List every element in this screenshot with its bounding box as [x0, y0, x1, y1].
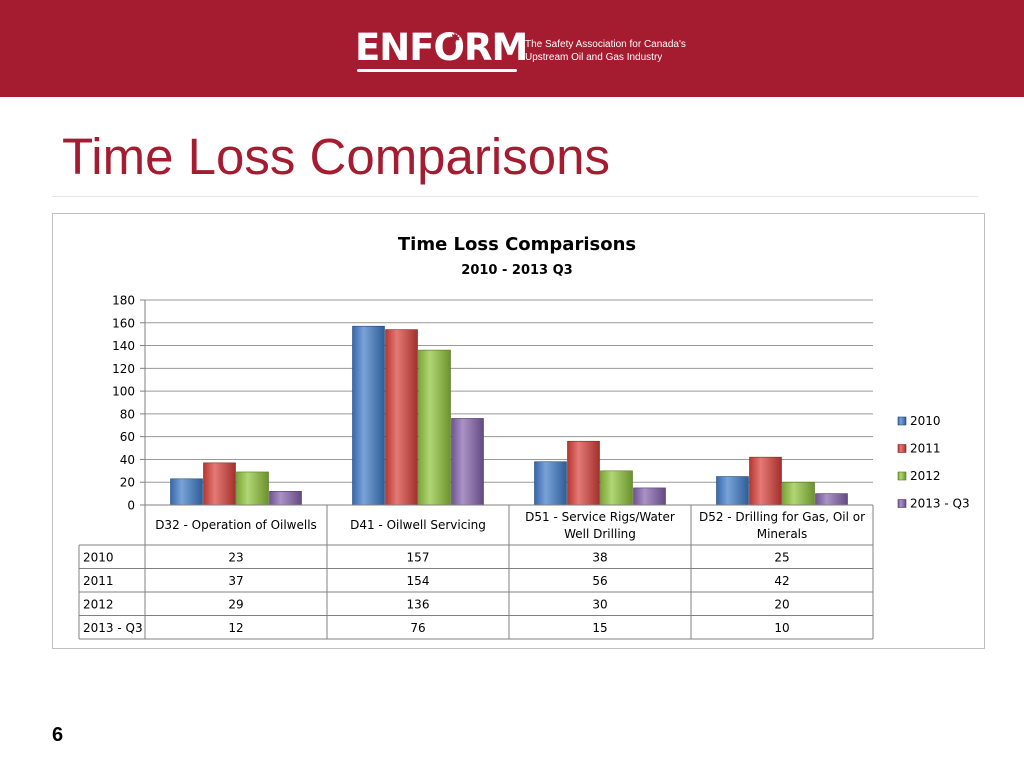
legend-swatch	[897, 444, 907, 453]
bar	[170, 478, 203, 506]
bar	[782, 481, 815, 506]
bar	[385, 329, 418, 506]
legend-label: 2012	[910, 469, 941, 483]
table-cell-value: 154	[407, 574, 430, 588]
bar	[534, 461, 567, 506]
title-divider	[52, 196, 978, 197]
table-row-header: 2011	[83, 574, 114, 588]
y-tick-label: 80	[120, 407, 135, 421]
tagline-line-1: The Safety Association for Canada's	[525, 39, 686, 50]
table-cell-value: 29	[228, 597, 243, 611]
bar-chart: Time Loss Comparisons 2010 - 2013 Q3 0 20 40…	[78, 234, 970, 640]
bar	[418, 349, 451, 506]
category-label: D32 - Operation of Oilwells	[155, 518, 317, 532]
table-cell-value: 157	[407, 550, 430, 564]
table-cell-value: 76	[410, 621, 425, 635]
category-label: D52 - Drilling for Gas, Oil or	[699, 510, 865, 524]
category-label: D51 - Service Rigs/Water	[525, 510, 675, 524]
y-tick-label: 160	[112, 316, 135, 330]
bar	[567, 440, 600, 506]
bar	[815, 493, 848, 506]
legend-label: 2010	[910, 414, 941, 428]
y-tick-label: 0	[127, 499, 135, 513]
y-tick-label: 140	[112, 339, 135, 353]
table-cell-value: 38	[592, 550, 607, 564]
category-label: Minerals	[757, 527, 808, 541]
bar	[269, 491, 302, 506]
table-row-header: 2012	[83, 597, 114, 611]
y-tick-label: 120	[112, 362, 135, 376]
table-row-header: 2013 - Q3	[83, 621, 143, 635]
y-tick-label: 20	[120, 476, 135, 490]
slide-number: 6	[52, 724, 64, 746]
table-cell-value: 15	[592, 621, 607, 635]
bar	[352, 325, 385, 506]
legend-swatch	[897, 471, 907, 481]
header-band: ENFORM The Safety Association for Canada…	[0, 0, 1024, 97]
y-tick-label: 40	[120, 453, 135, 467]
table-cell-value: 10	[774, 621, 789, 635]
table-cell-value: 30	[592, 597, 607, 611]
category-label: D41 - Oilwell Servicing	[350, 518, 486, 532]
legend-label: 2011	[910, 442, 941, 456]
table-cell-value: 23	[228, 550, 243, 564]
bar	[749, 456, 782, 506]
maple-leaf-icon	[450, 32, 460, 43]
y-tick-label: 180	[112, 294, 135, 308]
category-label: Well Drilling	[564, 527, 636, 541]
table-row-header: 2010	[83, 550, 114, 564]
logo-underline	[357, 69, 517, 72]
legend-swatch	[897, 499, 907, 508]
bar	[716, 476, 749, 506]
table-cell-value: 25	[774, 550, 789, 564]
table-cell-value: 12	[228, 621, 243, 635]
y-tick-label: 60	[120, 430, 135, 444]
table-cell-value: 136	[407, 597, 430, 611]
tagline-line-2: Upstream Oil and Gas Industry	[525, 52, 663, 63]
chart-title: Time Loss Comparisons	[398, 234, 636, 255]
bar	[451, 418, 484, 506]
chart-frame: Time Loss Comparisons 2010 - 2013 Q3 0 20 40…	[52, 213, 985, 649]
slide-title: Time Loss Comparisons	[62, 128, 610, 185]
logo-tagline: The Safety Association for Canada's Upst…	[525, 38, 695, 64]
table-cell-value: 42	[774, 574, 789, 588]
table-cell-value: 56	[592, 574, 607, 588]
bar	[633, 487, 666, 506]
legend-swatch	[897, 416, 907, 426]
table-cell-value: 37	[228, 574, 243, 588]
bar	[600, 470, 633, 506]
y-tick-label: 100	[112, 385, 135, 399]
table-cell-value: 20	[774, 597, 789, 611]
bar	[203, 462, 236, 506]
legend-label: 2013 - Q3	[910, 497, 970, 511]
logo-text: ENFORM	[355, 26, 528, 69]
chart-subtitle: 2010 - 2013 Q3	[461, 263, 572, 278]
bar	[236, 471, 269, 506]
